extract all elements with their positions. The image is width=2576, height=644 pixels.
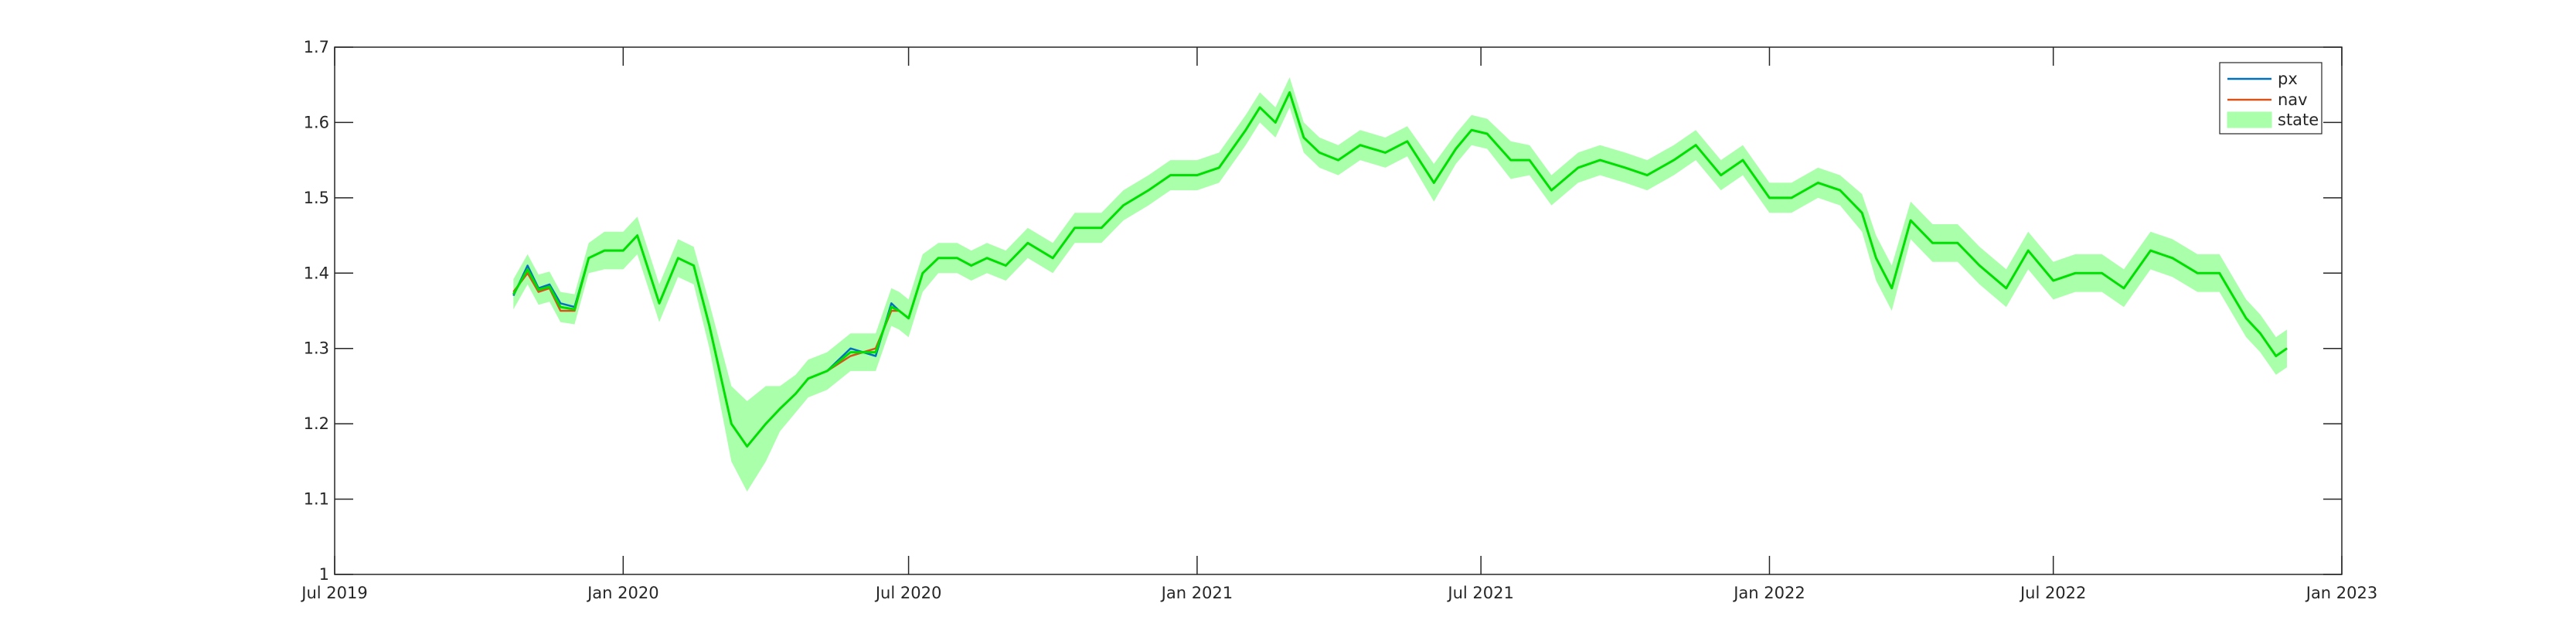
y-tick-label: 1 [319, 565, 329, 584]
y-tick-label: 1.7 [304, 38, 329, 56]
x-tick-label: Jul 2020 [874, 584, 941, 602]
band-layer [513, 77, 2287, 492]
y-tick-label: 1.4 [304, 264, 329, 282]
x-tick-label: Jan 2023 [2305, 584, 2378, 602]
axes-box [334, 46, 2343, 575]
y-tick-label: 1.3 [304, 339, 329, 358]
x-tick-label: Jan 2020 [586, 584, 659, 602]
series-layer [512, 91, 2288, 448]
x-tick-label: Jan 2022 [1732, 584, 1805, 602]
y-tick-label: 1.2 [304, 414, 329, 433]
legend-swatch-state [2227, 111, 2272, 128]
series-line-state [512, 91, 2288, 448]
y-tick-label: 1.1 [304, 490, 329, 509]
legend-label-nav: nav [2278, 90, 2308, 109]
state-band [513, 77, 2287, 492]
legend: px nav state [2219, 62, 2322, 135]
y-tick-label: 1.5 [304, 189, 329, 207]
x-tick-label: Jul 2021 [1446, 584, 1513, 602]
x-tick-label: Jul 2022 [2019, 584, 2086, 602]
x-axis: Jul 2019 Jan 2020 Jul 2020 Jan 2021 Jul 2021… [300, 47, 2377, 602]
y-axis: 1 1.1 1.2 1.3 1.4 1.5 1.6 1.7 [304, 38, 2342, 584]
x-tick-label: Jan 2021 [1160, 584, 1234, 602]
x-tick-label: Jul 2019 [300, 584, 367, 602]
legend-label-state: state [2278, 111, 2319, 129]
plot-area [335, 47, 2342, 574]
legend-label-px: px [2278, 70, 2298, 88]
y-tick-label: 1.6 [304, 113, 329, 131]
